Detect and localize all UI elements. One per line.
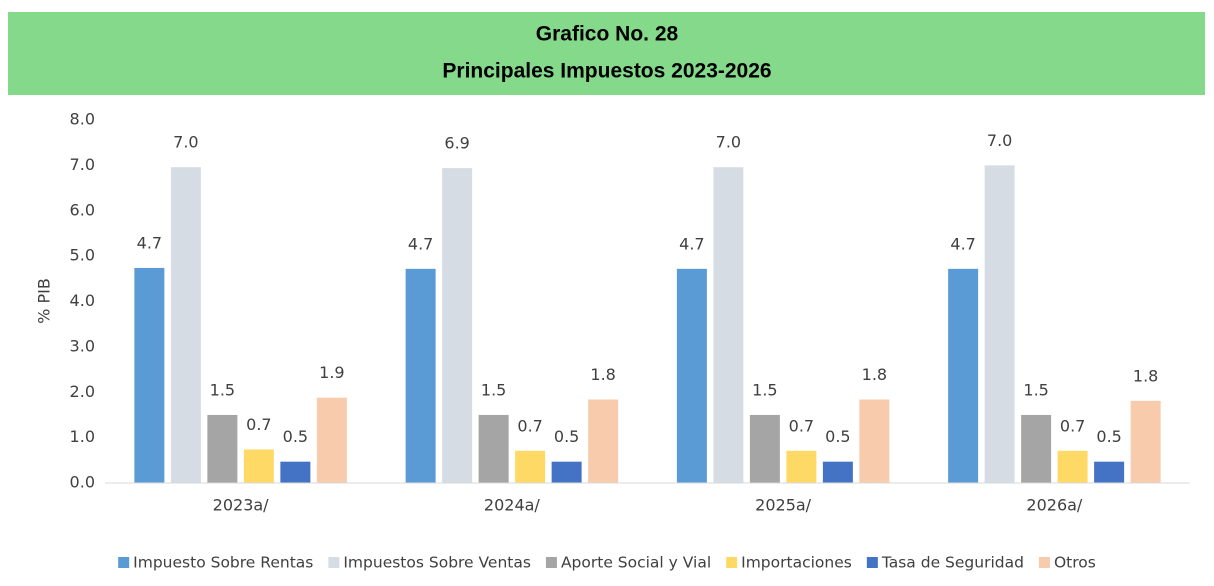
y-tick-label: 2.0 — [70, 382, 95, 401]
legend-text: Aporte Social y Vial — [561, 554, 711, 572]
bar — [1094, 461, 1125, 483]
data-label: 0.7 — [1060, 416, 1085, 435]
bar — [1021, 414, 1052, 483]
data-label: 1.8 — [862, 365, 887, 384]
bar — [551, 461, 582, 483]
data-label: 7.0 — [173, 133, 198, 152]
bar — [207, 414, 238, 483]
bar — [243, 449, 274, 483]
bar — [316, 397, 347, 483]
y-axis-label: % PIB — [35, 278, 54, 324]
bar — [948, 268, 979, 483]
legend-text: Tasa de Seguridad — [881, 554, 1024, 572]
bar — [859, 399, 890, 483]
bar — [676, 268, 707, 483]
data-label: 6.9 — [444, 134, 469, 153]
legend-text: Otros — [1054, 554, 1096, 572]
bar — [984, 165, 1015, 483]
x-tick-label: 2025a/ — [755, 496, 812, 515]
legend-swatch — [328, 557, 340, 568]
y-tick-label: 7.0 — [70, 155, 95, 174]
data-label: 0.7 — [789, 416, 814, 435]
data-label: 1.5 — [210, 380, 235, 399]
bar — [442, 168, 473, 483]
legend-swatch — [726, 557, 738, 568]
bar — [749, 414, 780, 483]
data-label: 7.0 — [716, 133, 741, 152]
bar — [1130, 400, 1161, 483]
y-tick-label: 4.0 — [70, 291, 95, 310]
data-label: 1.5 — [752, 380, 777, 399]
bar — [786, 450, 817, 483]
y-tick-label: 8.0 — [70, 110, 95, 129]
data-label: 1.8 — [590, 365, 615, 384]
data-label: 4.7 — [950, 234, 975, 253]
bar — [134, 267, 165, 483]
x-tick-label: 2024a/ — [484, 496, 541, 515]
data-label: 1.9 — [319, 363, 344, 382]
y-tick-label: 3.0 — [70, 336, 95, 355]
data-label: 7.0 — [987, 131, 1012, 150]
legend-text: Importaciones — [741, 554, 852, 572]
y-tick-label: 6.0 — [70, 200, 95, 219]
y-tick-label: 1.0 — [70, 427, 95, 446]
chart-subtitle: Principales Impuestos 2023-2026 — [442, 60, 771, 83]
x-tick-label: 2026a/ — [1026, 496, 1083, 515]
legend-swatch — [1038, 557, 1050, 568]
legend-swatch — [118, 557, 130, 568]
legend-text: Impuestos Sobre Ventas — [343, 554, 531, 572]
data-label: 1.5 — [481, 380, 506, 399]
bar — [405, 268, 436, 483]
legend-swatch — [545, 557, 557, 568]
bar — [515, 450, 546, 483]
bar — [713, 167, 744, 483]
legend-swatch — [866, 557, 878, 568]
data-label: 0.7 — [517, 416, 542, 435]
data-label: 4.7 — [408, 234, 433, 253]
bar — [588, 399, 619, 483]
data-label: 0.5 — [1096, 427, 1121, 446]
bar — [822, 461, 853, 483]
bar — [1057, 450, 1088, 483]
legend-text: Impuesto Sobre Rentas — [133, 554, 313, 572]
bar — [478, 414, 509, 483]
header-band — [8, 12, 1205, 95]
data-label: 0.7 — [246, 415, 271, 434]
bar — [280, 461, 311, 483]
data-label: 1.5 — [1023, 380, 1048, 399]
chart-title: Grafico No. 28 — [536, 23, 679, 46]
data-label: 0.5 — [554, 427, 579, 446]
data-label: 4.7 — [679, 234, 704, 253]
data-label: 0.5 — [825, 427, 850, 446]
data-label: 4.7 — [137, 233, 162, 252]
data-label: 0.5 — [283, 427, 308, 446]
bar — [170, 167, 201, 483]
y-tick-label: 5.0 — [70, 246, 95, 265]
y-tick-label: 0.0 — [70, 473, 95, 492]
x-tick-label: 2023a/ — [213, 496, 270, 515]
data-label: 1.8 — [1133, 366, 1158, 385]
